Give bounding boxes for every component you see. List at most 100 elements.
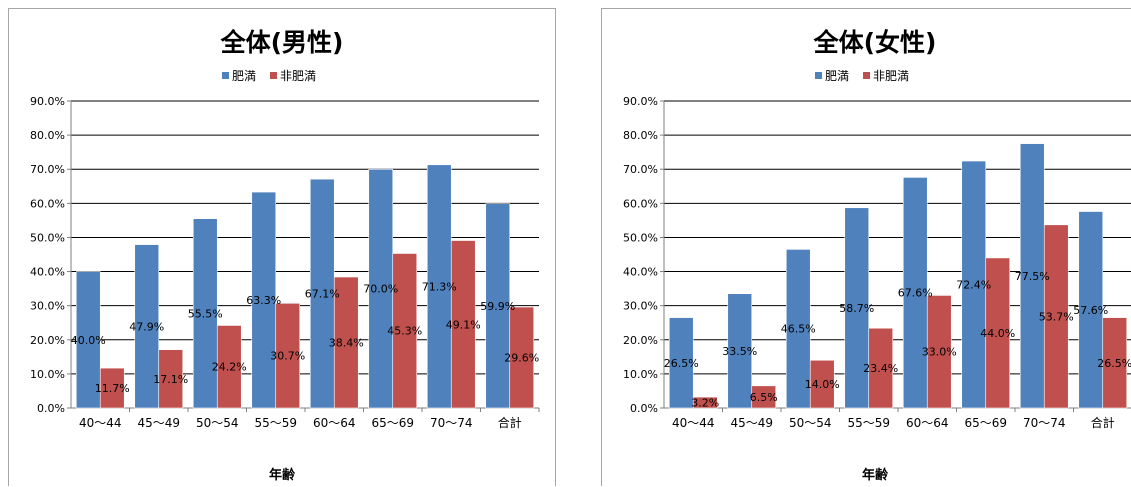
bar-non-obese xyxy=(450,240,476,409)
bar-non-obese xyxy=(275,302,301,409)
bar-obese xyxy=(251,191,277,409)
data-label: 33.5% xyxy=(722,345,757,358)
x-tick-label: 60〜64 xyxy=(313,416,356,430)
bar-obese xyxy=(727,293,753,409)
data-label: 45.3% xyxy=(387,325,422,338)
bar-non-obese xyxy=(99,367,125,409)
bar-obese xyxy=(1078,211,1104,409)
x-tick-label: 55〜59 xyxy=(254,416,297,430)
bar-obese xyxy=(485,203,511,409)
legend-label-1: 非肥満 xyxy=(280,69,316,83)
data-label: 71.3% xyxy=(422,280,457,293)
data-label: 53.7% xyxy=(1039,310,1074,323)
y-tick-label: 20.0% xyxy=(623,334,658,347)
y-tick-label: 50.0% xyxy=(30,231,65,244)
data-label: 26.5% xyxy=(1097,357,1131,370)
bar-obese xyxy=(844,207,870,409)
chart-female: 全体(女性) 肥満 非肥満 0.0% 10.0% 20.0% 30.0% 40.0% 50.0%… xyxy=(623,28,1131,483)
chart-male: 全体(男性) 肥満 非肥満 0.0% 10.0% 20.0% 30.0% 40.0% 50.0%… xyxy=(30,28,540,483)
data-label: 3.2% xyxy=(691,397,719,410)
data-label: 58.7% xyxy=(839,302,874,315)
y-tick-label: 30.0% xyxy=(623,300,658,313)
y-tick-label: 70.0% xyxy=(30,163,65,176)
bar-non-obese xyxy=(158,349,184,409)
x-tick-label: 65〜69 xyxy=(964,416,1007,430)
y-tick-label: 90.0% xyxy=(30,95,65,108)
legend-label-1: 非肥満 xyxy=(873,69,909,83)
y-tick-label: 70.0% xyxy=(623,163,658,176)
y-tick-label: 80.0% xyxy=(623,129,658,142)
y-tick-label: 60.0% xyxy=(623,197,658,210)
bar-non-obese xyxy=(985,257,1011,409)
bar-non-obese xyxy=(692,396,718,409)
data-label: 40.0% xyxy=(71,334,106,347)
y-tick-label: 20.0% xyxy=(30,334,65,347)
bar-non-obese xyxy=(809,359,835,409)
bar-non-obese xyxy=(926,295,952,409)
bar-obese xyxy=(192,218,218,409)
bar-obese xyxy=(668,317,694,409)
data-label: 67.6% xyxy=(898,287,933,300)
x-axis-label: 年齢 xyxy=(862,467,889,483)
bar-non-obese xyxy=(216,325,242,409)
bar-non-obese xyxy=(392,253,418,409)
y-tick-label: 40.0% xyxy=(623,266,658,279)
data-label: 57.6% xyxy=(1073,304,1108,317)
data-label: 55.5% xyxy=(188,307,223,320)
bar-non-obese xyxy=(1043,224,1069,409)
data-label: 17.1% xyxy=(153,373,188,386)
bar-obese xyxy=(785,249,811,409)
bar-obese xyxy=(75,271,101,409)
data-label: 6.5% xyxy=(750,391,778,404)
legend-swatch-1 xyxy=(270,72,277,79)
y-tick-label: 10.0% xyxy=(623,368,658,381)
legend-swatch-0 xyxy=(815,72,822,79)
y-tick-label: 50.0% xyxy=(623,231,658,244)
x-tick-label: 合計 xyxy=(1091,415,1115,430)
bar-non-obese xyxy=(333,276,359,409)
legend-label-0: 肥満 xyxy=(825,69,849,83)
data-label: 59.9% xyxy=(480,300,515,313)
data-label: 77.5% xyxy=(1015,270,1050,283)
x-tick-label: 50〜54 xyxy=(196,416,239,430)
bar-obese xyxy=(902,177,928,409)
chart-title: 全体(女性) xyxy=(813,28,937,57)
y-tick-label: 0.0% xyxy=(630,402,658,415)
data-label: 47.9% xyxy=(129,320,164,333)
chart-panel-male: 全体(男性) 肥満 非肥満 0.0% 10.0% 20.0% 30.0% 40.0% 50.0%… xyxy=(8,8,556,486)
data-label: 29.6% xyxy=(504,352,539,365)
x-tick-label: 40〜44 xyxy=(672,416,715,430)
legend-swatch-0 xyxy=(222,72,229,79)
x-tick-label: 45〜49 xyxy=(730,416,773,430)
data-label: 14.0% xyxy=(805,378,840,391)
data-label: 63.3% xyxy=(246,294,281,307)
data-label: 26.5% xyxy=(664,357,699,370)
data-label: 11.7% xyxy=(95,382,130,395)
bar-non-obese xyxy=(868,327,894,409)
y-tick-label: 80.0% xyxy=(30,129,65,142)
x-tick-label: 65〜69 xyxy=(371,416,414,430)
x-tick-label: 55〜59 xyxy=(847,416,890,430)
data-label: 67.1% xyxy=(305,288,340,301)
y-tick-label: 30.0% xyxy=(30,300,65,313)
legend-swatch-1 xyxy=(863,72,870,79)
data-label: 72.4% xyxy=(956,279,991,292)
x-tick-label: 40〜44 xyxy=(79,416,122,430)
bar-non-obese xyxy=(509,306,535,409)
bar-non-obese xyxy=(751,385,777,409)
y-tick-label: 0.0% xyxy=(37,402,65,415)
chart-panel-female: 全体(女性) 肥満 非肥満 0.0% 10.0% 20.0% 30.0% 40.0% 50.0%… xyxy=(601,8,1131,486)
y-tick-label: 10.0% xyxy=(30,368,65,381)
chart-title: 全体(男性) xyxy=(220,28,344,57)
data-label: 33.0% xyxy=(922,346,957,359)
x-tick-label: 50〜54 xyxy=(789,416,832,430)
data-label: 46.5% xyxy=(781,323,816,336)
data-label: 24.2% xyxy=(212,361,247,374)
x-tick-label: 70〜74 xyxy=(1023,416,1066,430)
bar-non-obese xyxy=(1102,317,1128,409)
data-label: 49.1% xyxy=(446,318,481,331)
bar-obese xyxy=(961,160,987,409)
legend-label-0: 肥満 xyxy=(232,69,256,83)
data-label: 30.7% xyxy=(270,350,305,363)
bar-obese xyxy=(368,168,394,409)
